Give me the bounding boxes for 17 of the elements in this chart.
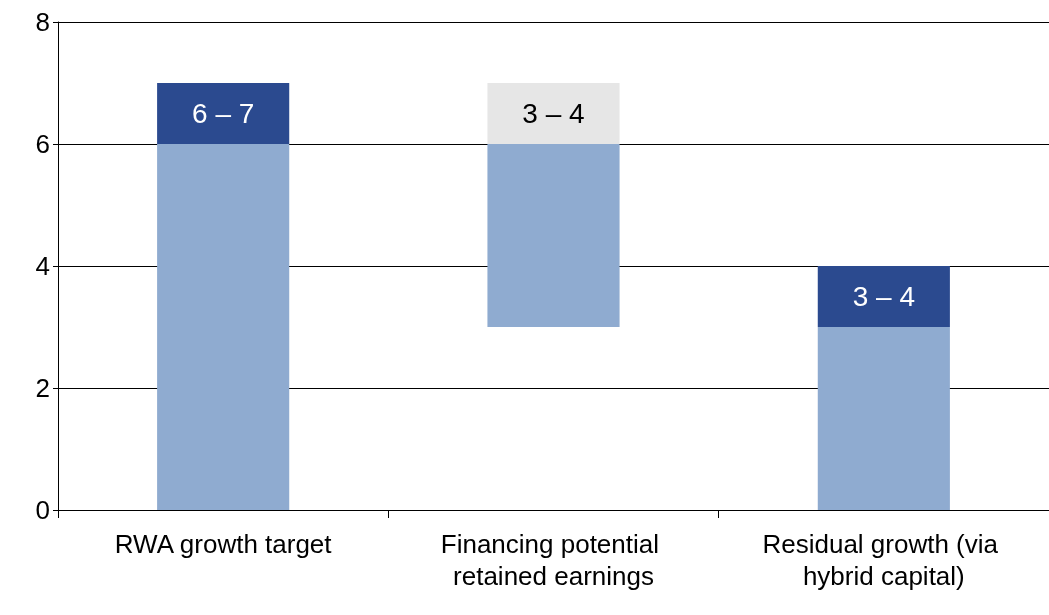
x-tick-label: RWA growth target <box>114 529 333 559</box>
bar <box>817 266 950 327</box>
x-tick-label: Residual growth (via hybrid capital) <box>762 529 1006 591</box>
bar <box>487 83 620 144</box>
y-tick-label: 0 <box>35 495 50 525</box>
bar <box>817 327 950 510</box>
annotation: 3 – 4 <box>852 281 915 312</box>
y-tick-label: 6 <box>35 129 50 159</box>
x-tick-label: Financing potential retained earnings <box>440 529 667 591</box>
bar <box>487 144 620 327</box>
bar <box>157 83 290 144</box>
annotation: 3 – 4 <box>522 98 585 129</box>
annotation: 6 – 7 <box>192 98 255 129</box>
y-tick-label: 2 <box>35 373 50 403</box>
y-tick-label: 8 <box>35 7 50 37</box>
bar <box>157 144 290 510</box>
y-tick-label: 4 <box>35 251 50 281</box>
